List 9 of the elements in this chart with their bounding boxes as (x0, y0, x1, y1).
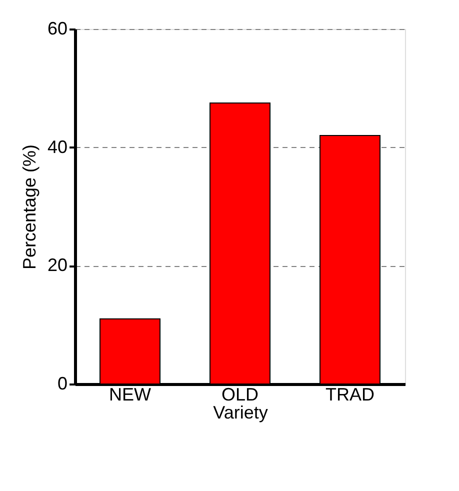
y-tick-label: 0 (57, 374, 68, 394)
y-tick-label: 40 (47, 136, 68, 157)
x-tick-label: OLD (221, 384, 259, 404)
y-axis-title: Percentage (%) (19, 144, 40, 270)
x-tick-label: NEW (109, 384, 152, 404)
x-tick-label: TRAD (326, 384, 374, 404)
x-axis-title: Variety (213, 402, 268, 422)
y-tick-label: 20 (47, 255, 68, 276)
y-tick-label: 60 (47, 18, 68, 38)
